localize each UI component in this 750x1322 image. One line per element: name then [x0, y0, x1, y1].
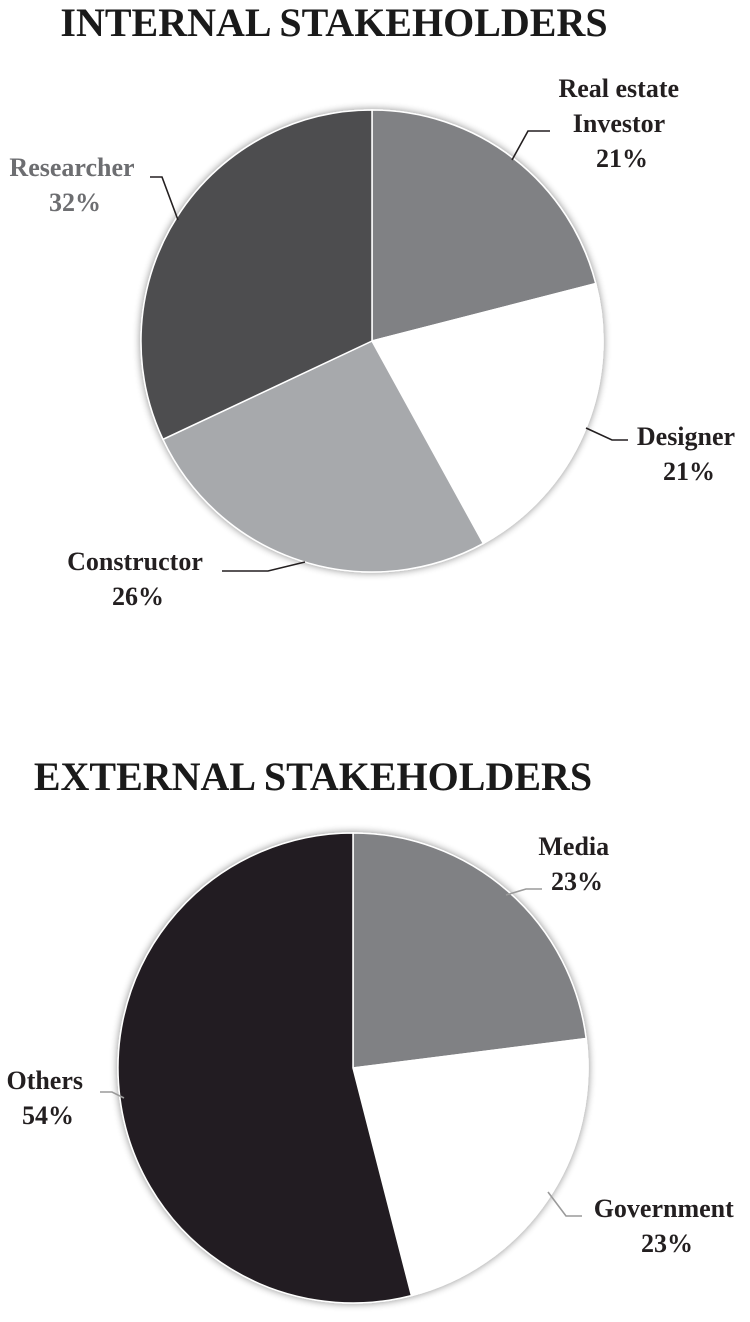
leader-line-real-estate-investor: [511, 130, 550, 161]
slice-label-researcher: Researcher 32%: [9, 153, 140, 217]
slice-label-constructor: Constructor 26%: [67, 547, 209, 611]
internal-stakeholders-chart: INTERNAL STAKEHOLDERS Real estate Invest…: [9, 0, 741, 611]
pie-slice-others: [117, 832, 413, 1304]
slice-label-others: Others 54%: [6, 1066, 89, 1130]
pie-slice-constructor: [161, 340, 485, 573]
leader-line-media: [505, 888, 542, 896]
pie-slice-media: [352, 832, 587, 1069]
slice-label-government: Government 23%: [594, 1194, 741, 1258]
chart-title: INTERNAL STAKEHOLDERS: [60, 0, 607, 45]
slice-label-real-estate-investor: Real estate Investor 21%: [558, 74, 685, 173]
pie-slice-government: [352, 1037, 589, 1297]
external-stakeholders-chart: EXTERNAL STAKEHOLDERS Media 23% Governme…: [6, 754, 741, 1304]
leader-line-researcher: [150, 176, 179, 221]
leader-line-government: [547, 1191, 582, 1217]
leader-line-designer: [585, 427, 628, 441]
chart-title: EXTERNAL STAKEHOLDERS: [34, 754, 592, 799]
pie: [117, 832, 589, 1304]
slice-label-media: Media 23%: [538, 832, 615, 896]
pie-slice-designer: [370, 282, 604, 545]
slice-label-designer: Designer 21%: [637, 422, 741, 486]
pie: [140, 109, 604, 573]
leader-line-constructor: [222, 561, 306, 572]
leader-line-others: [100, 1091, 125, 1099]
